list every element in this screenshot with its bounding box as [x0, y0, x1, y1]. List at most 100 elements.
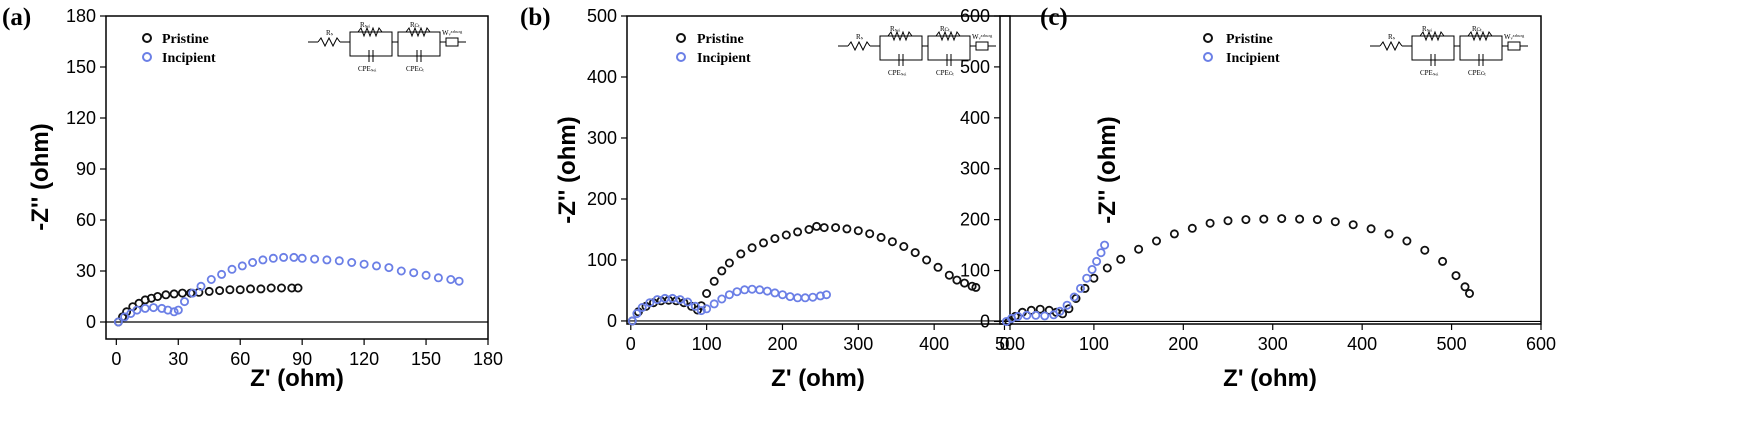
x-tick-label: 150 [411, 349, 441, 369]
data-point-pristine [287, 283, 297, 293]
plot-frame [105, 15, 489, 340]
data-point-pristine [944, 270, 954, 280]
y-axis-title: -Z'' (ohm) [27, 123, 54, 230]
data-point-incipient [785, 292, 795, 302]
data-point-incipient [717, 294, 727, 304]
legend-item-pristine: Pristine [1203, 32, 1273, 47]
data-point-incipient [1100, 240, 1110, 250]
data-point-incipient [690, 301, 700, 311]
circuit-label-warburg: Wᵥᵃʳᵇᵘʳᵍ [972, 33, 992, 41]
data-point-incipient [762, 286, 772, 296]
legend: Pristine Incipient [676, 32, 751, 66]
circuit-label-rct: Rᴄₜ [940, 25, 950, 33]
y-tick-label: 90 [76, 159, 96, 179]
warburg-icon [445, 37, 459, 47]
data-point-pristine [812, 221, 822, 231]
legend-label-pristine: Pristine [162, 32, 209, 47]
circuit-label-rsei: Rₛₑᵢ [1422, 25, 1433, 33]
data-point-incipient [632, 309, 642, 319]
resistor-icon [1419, 30, 1445, 42]
data-point-incipient [1092, 256, 1102, 266]
data-point-incipient [132, 305, 142, 315]
legend: Pristine Incipient [1203, 32, 1280, 66]
data-point-incipient [755, 285, 765, 295]
legend-item-pristine: Pristine [676, 32, 744, 47]
legend-label-pristine: Pristine [1226, 32, 1273, 47]
data-point-pristine [793, 227, 803, 237]
data-point-incipient [1076, 283, 1086, 293]
data-point-pristine [1071, 293, 1081, 303]
data-point-incipient [808, 292, 818, 302]
data-point-pristine [161, 290, 171, 300]
data-point-incipient [446, 274, 456, 284]
circuit-label-warburg: Wᵥᵃʳᵇᵘʳᵍ [1504, 33, 1524, 41]
x-axis-title: Z' (ohm) [1223, 365, 1317, 392]
legend-item-incipient: Incipient [676, 51, 751, 66]
data-point-pristine [1384, 229, 1394, 239]
resistor-icon [317, 36, 341, 48]
data-point-pristine [1026, 305, 1036, 315]
data-point-pristine [1241, 215, 1251, 225]
data-point-pristine [853, 226, 863, 236]
data-point-pristine [245, 284, 255, 294]
resistor-icon [887, 30, 913, 42]
circuit-label-cpect: CPEᴄₜ [406, 65, 424, 73]
data-point-incipient [248, 257, 258, 267]
x-tick-label: 200 [767, 334, 797, 354]
data-point-incipient [683, 297, 693, 307]
x-tick-label: 500 [995, 334, 1025, 354]
y-tick-label: 200 [587, 189, 617, 209]
x-tick-label: 0 [626, 334, 636, 354]
data-point-pristine [819, 223, 829, 233]
y-axis-title: -Z'' (ohm) [1094, 116, 1121, 223]
panel-label: (b) [520, 4, 551, 31]
data-point-incipient [169, 307, 179, 317]
data-point-pristine [276, 283, 286, 293]
data-point-incipient [268, 253, 278, 263]
data-point-incipient [637, 302, 647, 312]
x-tick-label: 300 [843, 334, 873, 354]
data-point-pristine [781, 230, 791, 240]
data-point-incipient [822, 290, 832, 300]
data-point-incipient [800, 293, 810, 303]
data-point-incipient [396, 266, 406, 276]
data-point-pristine [256, 284, 266, 294]
panel-a: (a) 0 30 60 90 120 150 180 0 30 60 90 120 150 180 Z' … [2, 4, 503, 392]
data-point-incipient [179, 297, 189, 307]
resistor-icon [1379, 40, 1403, 52]
data-point-pristine [169, 289, 179, 299]
x-tick-label: 100 [1079, 334, 1109, 354]
circuit-label-rs: Rₛ [1388, 33, 1396, 41]
data-point-pristine [899, 241, 909, 251]
y-tick-label: 400 [587, 67, 617, 87]
y-tick-label: 120 [66, 108, 96, 128]
data-point-incipient [384, 263, 394, 273]
legend-marker-pristine [676, 33, 686, 43]
data-point-pristine [971, 282, 981, 292]
data-point-incipient [1031, 310, 1041, 320]
data-point-pristine [1205, 218, 1215, 228]
circuit-diagram: Rₛ Rₛₑᵢ CPEₛₑᵢ Rᴄₜ CPEᴄₜ Wᵥᵃʳᵇᵘʳᵍ [1370, 25, 1528, 77]
data-point-incipient [334, 256, 344, 266]
data-point-incipient [696, 306, 706, 316]
data-point-incipient [732, 287, 742, 297]
x-tick-label: 400 [919, 334, 949, 354]
data-point-incipient [322, 255, 332, 265]
circuit-label-rsei: Rₛₑᵢ [890, 25, 901, 33]
data-point-pristine [1187, 223, 1197, 233]
y-tick-label: 100 [960, 261, 990, 281]
y-tick-label: 300 [960, 159, 990, 179]
x-axis-title: Z' (ohm) [250, 365, 344, 392]
y-tick-label: 500 [960, 57, 990, 77]
data-point-incipient [258, 255, 268, 265]
data-point-incipient [289, 252, 299, 262]
data-point-pristine [736, 249, 746, 259]
data-point-pristine [204, 286, 214, 296]
data-point-pristine [887, 237, 897, 247]
data-point-incipient [196, 281, 206, 291]
legend-marker-pristine [142, 33, 152, 43]
data-point-incipient [113, 317, 123, 327]
circuit-label-rct: Rᴄₜ [1472, 25, 1482, 33]
data-point-pristine [1134, 244, 1144, 254]
